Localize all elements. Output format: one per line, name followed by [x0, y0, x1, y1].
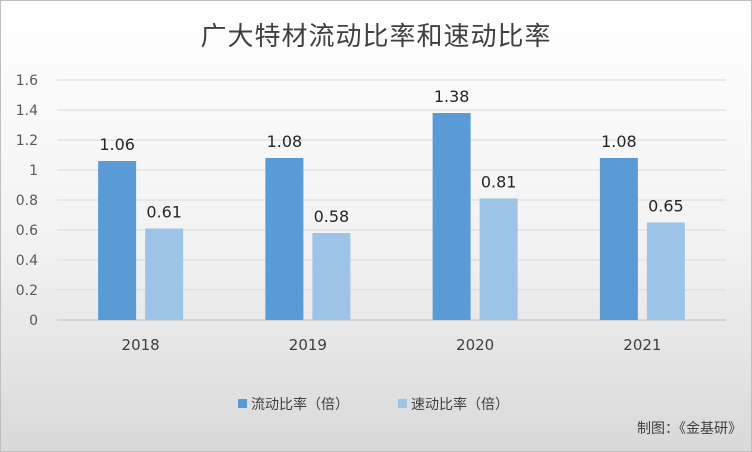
bar-current-ratio-2018 [98, 161, 137, 320]
y-tick-label: 1.6 [16, 73, 38, 89]
bar-quick-ratio-2018 [145, 228, 184, 320]
x-tick-label: 2021 [623, 336, 661, 354]
chart-credit: 制图：《金基研》 [637, 421, 742, 437]
y-tick-label: 1.2 [16, 133, 38, 149]
legend-swatch [238, 399, 247, 408]
data-label: 0.61 [146, 203, 182, 222]
bar-current-ratio-2020 [432, 113, 471, 320]
data-label: 1.38 [434, 87, 470, 106]
y-tick-label: 1.4 [16, 103, 38, 119]
data-label: 1.08 [601, 132, 637, 151]
x-tick-label: 2019 [289, 336, 327, 354]
y-tick-label: 0 [29, 313, 38, 329]
legend-label: 速动比率（倍） [411, 396, 509, 413]
bar-quick-ratio-2020 [479, 198, 518, 320]
chart-title: 广大特材流动比率和速动比率 [200, 22, 552, 52]
y-tick-label: 1 [29, 163, 38, 179]
data-label: 0.58 [314, 207, 350, 226]
y-tick-label: 0.4 [16, 253, 38, 269]
y-tick-label: 0.2 [16, 283, 38, 299]
bar-current-ratio-2021 [599, 158, 638, 320]
legend-label: 流动比率（倍） [251, 396, 349, 413]
y-tick-label: 0.6 [16, 223, 38, 239]
bar-quick-ratio-2021 [646, 222, 685, 320]
y-tick-label: 0.8 [16, 193, 38, 209]
legend-swatch [398, 399, 407, 408]
data-label: 0.65 [648, 197, 684, 216]
x-tick-label: 2020 [456, 336, 494, 354]
x-tick-label: 2018 [122, 336, 160, 354]
bar-current-ratio-2019 [265, 158, 304, 320]
data-label: 1.08 [267, 132, 303, 151]
data-label: 1.06 [99, 135, 135, 154]
bar-quick-ratio-2019 [312, 233, 351, 320]
data-label: 0.81 [481, 173, 517, 192]
